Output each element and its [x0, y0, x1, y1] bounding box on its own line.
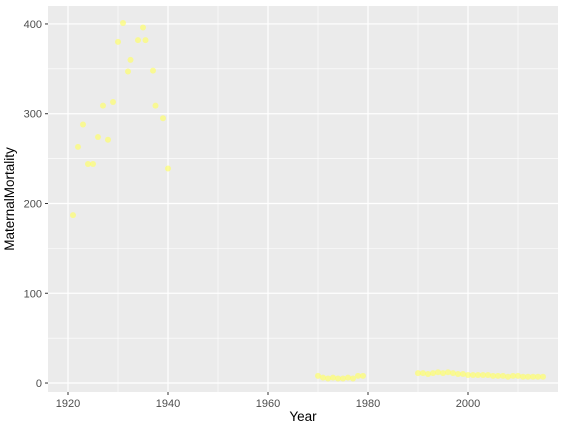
data-point	[140, 24, 146, 31]
data-point	[515, 372, 521, 379]
data-point	[470, 371, 476, 378]
data-point	[142, 37, 149, 44]
data-point	[520, 373, 526, 380]
data-point	[490, 372, 496, 379]
y-tick-label: 400	[24, 19, 42, 31]
data-point	[70, 212, 76, 219]
y-tick-label: 100	[24, 288, 42, 300]
data-point	[465, 371, 471, 378]
data-point	[345, 374, 351, 381]
x-tick-label: 1940	[156, 398, 180, 410]
data-point	[355, 372, 361, 379]
data-point	[110, 99, 116, 106]
x-tick-label: 1960	[256, 398, 280, 410]
data-point	[75, 143, 81, 150]
data-point	[85, 160, 91, 167]
x-axis-ticks: 1920 1940 1960 1980 2000	[56, 392, 480, 410]
data-point	[440, 370, 446, 377]
data-point	[540, 373, 546, 380]
data-point	[340, 375, 346, 382]
data-point	[90, 160, 96, 167]
data-point	[505, 373, 511, 380]
y-tick-label: 0	[36, 378, 42, 390]
data-point	[335, 375, 341, 382]
data-point	[152, 102, 159, 109]
data-point	[320, 374, 326, 381]
data-point	[325, 375, 331, 382]
x-tick-label: 1980	[356, 398, 380, 410]
data-point	[160, 115, 166, 122]
data-point	[420, 370, 426, 377]
data-point	[120, 20, 126, 27]
y-axis-title: MaternalMortality	[2, 147, 17, 251]
data-point	[450, 370, 456, 377]
data-point	[360, 372, 366, 379]
data-point	[135, 37, 141, 44]
x-tick-label: 1920	[56, 398, 80, 410]
minor-gridlines	[48, 6, 558, 392]
data-point	[350, 375, 356, 382]
data-point	[100, 102, 106, 109]
data-point	[480, 371, 486, 378]
data-point	[315, 372, 321, 379]
plot-panel	[48, 6, 558, 392]
x-axis-title: Year	[289, 409, 317, 424]
data-point	[535, 373, 541, 380]
data-point	[475, 371, 481, 378]
data-point	[105, 136, 111, 143]
data-point	[425, 371, 431, 378]
data-point	[435, 369, 441, 376]
data-point	[525, 373, 531, 380]
x-tick-label: 2000	[456, 398, 480, 410]
data-point	[530, 373, 536, 380]
data-point	[495, 372, 501, 379]
y-axis-ticks: 0 100 200 300 400	[24, 19, 48, 390]
data-point	[165, 165, 171, 172]
data-point	[115, 38, 121, 45]
data-point	[125, 68, 131, 75]
data-point	[430, 370, 436, 377]
data-point	[485, 371, 491, 378]
data-point	[445, 369, 451, 376]
y-tick-label: 200	[24, 198, 42, 210]
data-points	[70, 20, 546, 382]
data-point	[510, 372, 516, 379]
data-point	[500, 372, 506, 379]
data-point	[150, 67, 156, 74]
data-point	[455, 371, 461, 378]
data-point	[95, 134, 101, 141]
y-tick-label: 300	[24, 109, 42, 121]
data-point	[460, 371, 466, 378]
data-point	[330, 374, 336, 381]
data-point	[127, 56, 134, 63]
data-point	[80, 121, 86, 128]
major-gridlines	[48, 6, 558, 392]
data-point	[415, 370, 421, 377]
